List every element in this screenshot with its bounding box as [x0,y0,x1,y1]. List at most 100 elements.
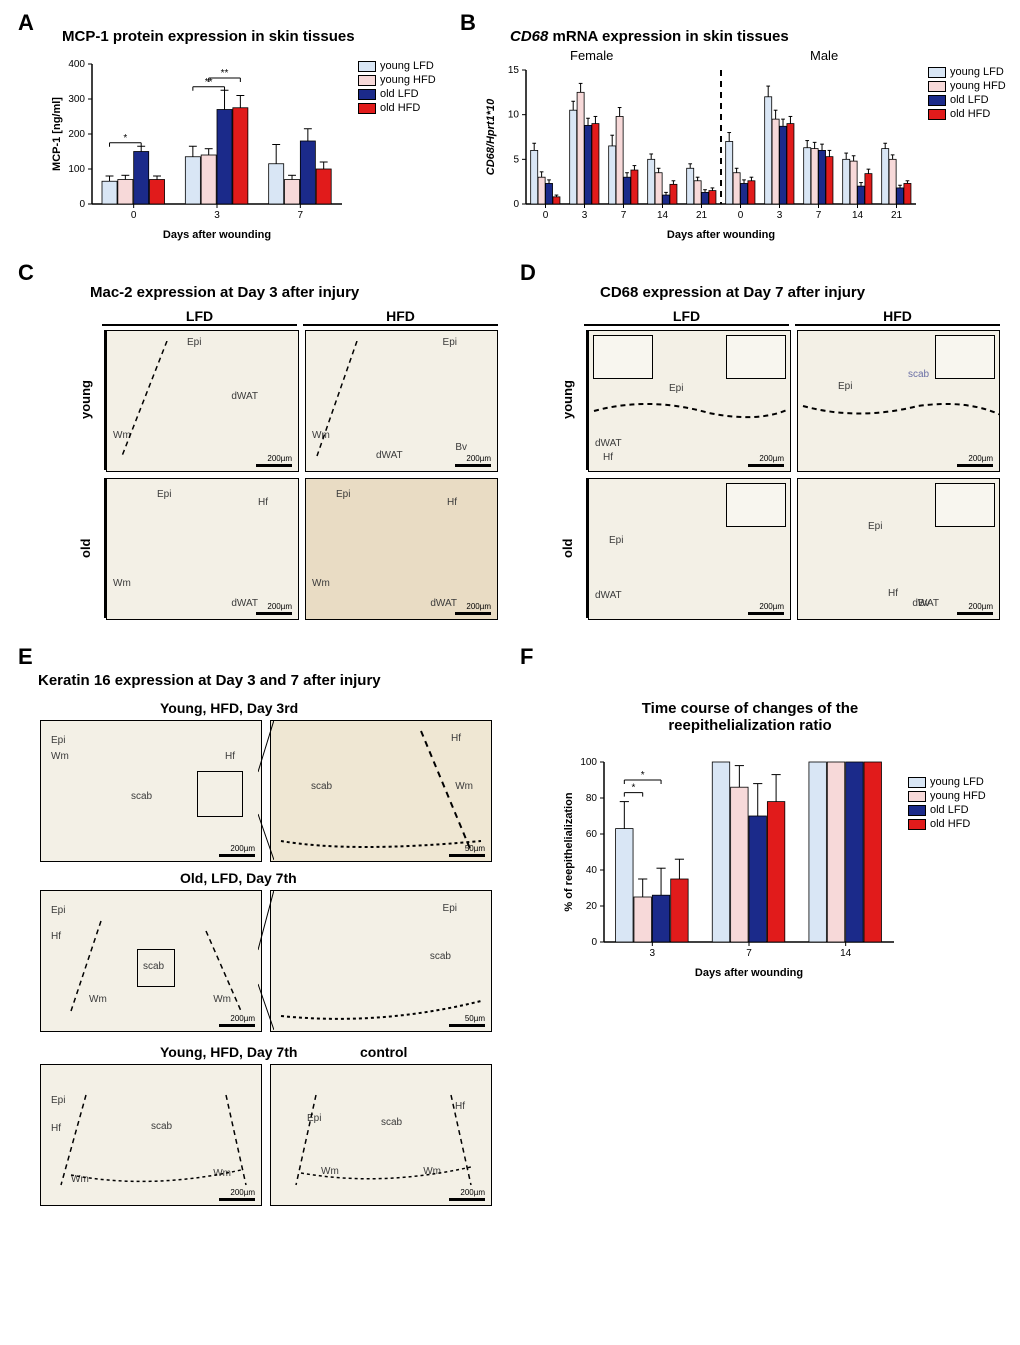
svg-text:3: 3 [777,210,783,221]
col-label-hfd: HFD [795,308,1000,326]
legend-item: old LFD [358,88,436,100]
legend-label: old LFD [380,88,419,100]
legend-label: old HFD [950,108,990,120]
legend-item: young LFD [928,66,1006,78]
annot: Epi [51,735,65,746]
e-sub1: Young, HFD, Day 3rd [160,700,298,716]
legend-a: young LFD young HFD old LFD old HFD [358,60,436,116]
svg-text:*: * [123,133,127,144]
svg-text:3: 3 [650,948,656,959]
annot: dWAT [595,590,622,601]
histology-image: Epi Hf Wm scab Wm 200µm [40,890,262,1032]
svg-text:14: 14 [852,210,864,221]
scalebar [219,854,255,857]
scalebar [449,1198,485,1201]
dashline [312,341,372,461]
annot: Wm [312,578,330,589]
panel-a-title: MCP-1 protein expression in skin tissues [62,28,355,45]
panel-c-letter: C [18,260,34,285]
panel-c-title: Mac-2 expression at Day 3 after injury [90,284,359,301]
histology-image: Epi Hf dWAT Bv 200µm [797,478,1000,620]
svg-text:15: 15 [508,65,520,76]
scaletext: 200µm [267,454,292,463]
histology-image: Epi Hf Wm scab Wm 200µm [40,1064,262,1206]
histology-image: Epi dWAT 200µm [588,478,791,620]
legend-label: young LFD [950,66,1004,78]
annot: Hf [447,497,457,508]
e-control: control [360,1044,407,1060]
annot: Epi [443,337,457,348]
scaletext: 200µm [968,454,993,463]
dashline [798,391,999,431]
scalebar [748,464,784,467]
scalebar [748,612,784,615]
annot: Wm [113,578,131,589]
swatch [358,75,376,86]
svg-text:14: 14 [840,948,852,959]
annot: dWAT [430,598,457,609]
panel-b-title: CD68 mRNA expression in skin tissues [510,28,789,45]
scaletext: 200µm [230,1188,255,1197]
panel-e-title: Keratin 16 expression at Day 3 and 7 aft… [38,672,381,689]
panel-e-letter: E [18,644,33,669]
scaletext: 200µm [460,1188,485,1197]
scalebar [957,612,993,615]
svg-text:0: 0 [738,210,744,221]
col-label-hfd: HFD [303,308,498,326]
svg-text:0: 0 [543,210,549,221]
svg-text:*: * [641,770,645,781]
scaletext: 200µm [466,454,491,463]
svg-text:0: 0 [79,199,85,210]
zoom-box [197,771,243,817]
svg-text:Days after wounding: Days after wounding [667,229,775,241]
scalebar [219,1198,255,1201]
swatch [358,89,376,100]
svg-text:21: 21 [696,210,708,221]
e-sub3: Young, HFD, Day 7th [160,1044,297,1060]
svg-text:14: 14 [657,210,669,221]
svg-text:100: 100 [580,757,597,768]
annot: dWAT [376,450,403,461]
scalebar [449,854,485,857]
svg-text:7: 7 [298,210,304,221]
swatch [928,81,946,92]
dashline [271,1065,492,1206]
inset [726,335,786,379]
inset [935,335,995,379]
scaletext: 200µm [968,602,993,611]
annot: Hf [225,751,235,762]
legend-label: young HFD [950,80,1006,92]
panel-f: F [520,644,533,670]
col-label-lfd: LFD [102,308,297,326]
svg-text:10: 10 [508,110,520,121]
row-label-old: old [560,478,588,618]
annot: Epi [187,337,201,348]
legend-item: young LFD [908,776,986,788]
chart-f: 0204060801003714Days after wounding% of … [560,750,900,980]
scalebar [957,464,993,467]
inset [935,483,995,527]
svg-text:200: 200 [68,129,85,140]
swatch [908,791,926,802]
legend-b: young LFD young HFD old LFD old HFD [928,66,1006,122]
panel-b-title-italic: CD68 [510,28,548,45]
chart-b: 05101503714210371421Days after woundingC… [482,58,922,242]
histology-image: Epi Wm dWAT Bv 200µm [305,330,498,472]
panel-d: D [520,260,536,286]
annot: Epi [336,489,350,500]
legend-item: young HFD [908,790,986,802]
panel-b-title-suffix: mRNA expression in skin tissues [548,28,788,45]
scalebar [256,612,292,615]
svg-text:400: 400 [68,59,85,70]
histology-image: Epi scab 200µm [797,330,1000,472]
legend-label: old HFD [930,818,970,830]
svg-text:7: 7 [621,210,627,221]
panel-c-grid: LFD HFD young Epi Wm dWAT 200µm Epi Wm d… [78,308,498,620]
svg-text:CD68/Hprt1*10: CD68/Hprt1*10 [485,98,497,175]
dashline [117,341,177,461]
annot: Hf [258,497,268,508]
scaletext: 200µm [466,602,491,611]
legend-label: young HFD [930,790,986,802]
scaletext: 50µm [465,1014,485,1023]
panel-b-letter: B [460,10,476,35]
